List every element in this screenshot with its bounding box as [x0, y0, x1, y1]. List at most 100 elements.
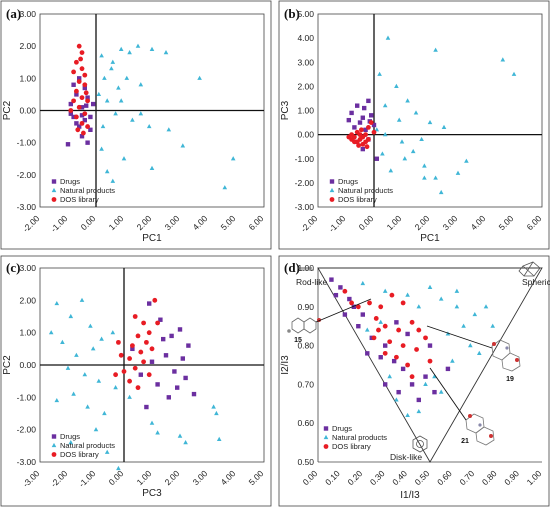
data-point — [141, 320, 147, 326]
data-point — [414, 347, 419, 352]
panel-c-frame — [0, 255, 272, 507]
data-point — [349, 110, 354, 116]
data-point — [74, 59, 79, 65]
data-point — [500, 57, 506, 62]
data-point — [464, 158, 469, 163]
spherical-structure-icon — [518, 261, 541, 277]
molecule-15-structure-icon — [287, 317, 321, 334]
data-point — [342, 312, 348, 317]
panel-d-frame — [278, 255, 550, 507]
data-point — [75, 127, 81, 133]
data-point — [82, 72, 88, 78]
data-point — [155, 320, 161, 326]
data-point — [83, 90, 89, 96]
data-point — [74, 121, 79, 126]
y-tick-label: 0.60 — [297, 418, 314, 428]
panel-label: (b) — [284, 6, 300, 21]
data-point — [338, 285, 343, 290]
data-point — [423, 381, 428, 386]
data-point — [99, 336, 104, 341]
y-tick-label: 0.00 — [19, 106, 36, 116]
x-tick-label: 1.00 — [135, 468, 154, 487]
data-point — [146, 123, 152, 129]
data-point — [113, 111, 118, 116]
data-point — [362, 105, 367, 111]
data-point — [422, 163, 427, 168]
data-point — [363, 127, 368, 132]
data-point — [65, 142, 71, 147]
data-point — [104, 449, 110, 454]
data-point — [121, 369, 127, 374]
x-tick-label: 2.00 — [413, 213, 432, 232]
data-point — [388, 168, 394, 173]
x-tick-label: 0.70 — [457, 468, 476, 487]
data-point — [366, 124, 371, 130]
data-point — [82, 372, 88, 377]
legend-label: Drugs — [332, 424, 352, 433]
molecule-19-structure-icon — [491, 339, 521, 372]
y-axis-label: PC2 — [2, 355, 13, 375]
data-point — [77, 124, 82, 129]
rod-like-label: Rod-like — [296, 277, 327, 287]
x-tick-label: 5.00 — [497, 213, 516, 232]
data-point — [333, 292, 339, 298]
data-point — [352, 125, 357, 130]
data-point — [74, 88, 79, 94]
data-point — [99, 53, 104, 58]
data-point — [382, 350, 388, 356]
data-point — [183, 440, 188, 445]
data-point — [79, 95, 85, 101]
panel-d-decorations — [287, 261, 541, 453]
panel-label: (d) — [284, 260, 300, 275]
data-point — [405, 362, 410, 368]
x-tick-label: 1.00 — [385, 213, 404, 232]
legend-label: Natural products — [60, 441, 115, 450]
data-point — [400, 300, 406, 306]
data-point — [346, 117, 351, 123]
data-point — [409, 319, 415, 325]
y-tick-label: -3.00 — [17, 457, 37, 467]
data-point — [422, 175, 427, 180]
data-point — [511, 71, 517, 76]
data-point — [329, 277, 334, 282]
data-point — [483, 304, 489, 309]
data-point — [366, 98, 371, 104]
x-tick-label: 3.00 — [441, 213, 460, 232]
x-tick-label: 6.00 — [247, 213, 266, 232]
chart-panel-c: (c) -3.00 -2.00 -1.00 0.00 1.00 2.00 3.00 4.00 5.… — [2, 260, 266, 499]
data-point — [100, 123, 106, 129]
data-point — [146, 330, 152, 336]
data-point — [110, 330, 116, 335]
data-point — [175, 385, 180, 390]
data-point — [432, 374, 437, 379]
data-point — [138, 372, 143, 377]
data-point — [183, 375, 188, 381]
data-point — [71, 98, 76, 104]
pmi-triangle — [317, 267, 543, 463]
data-point — [413, 110, 419, 115]
x-axis-label: PC1 — [142, 233, 162, 244]
data-point — [82, 82, 88, 88]
data-point — [382, 288, 388, 293]
data-point — [127, 356, 132, 361]
legend-label: Natural products — [60, 186, 115, 195]
data-point — [85, 404, 90, 409]
compound-15-label: 15 — [294, 337, 302, 344]
data-point — [405, 292, 410, 297]
data-point — [152, 297, 158, 303]
y-axis-label: I2/I3 — [280, 355, 291, 375]
chart-panel-b: (b) -2.00 -1.00 0.00 1.00 2.00 3.00 4.00 5.00 6.0… — [280, 6, 544, 244]
legend-marker — [323, 444, 329, 449]
disk-like-structure-icon — [412, 435, 428, 453]
data-point — [68, 111, 73, 116]
x-tick-label: -2.00 — [21, 213, 42, 234]
data-point — [366, 137, 371, 142]
data-point — [416, 397, 421, 403]
data-point — [71, 69, 76, 75]
x-tick-label: 0.60 — [435, 468, 454, 487]
x-tick-label: 2.00 — [163, 468, 182, 487]
data-point — [68, 313, 74, 319]
legend-label: DOS library — [60, 450, 99, 459]
